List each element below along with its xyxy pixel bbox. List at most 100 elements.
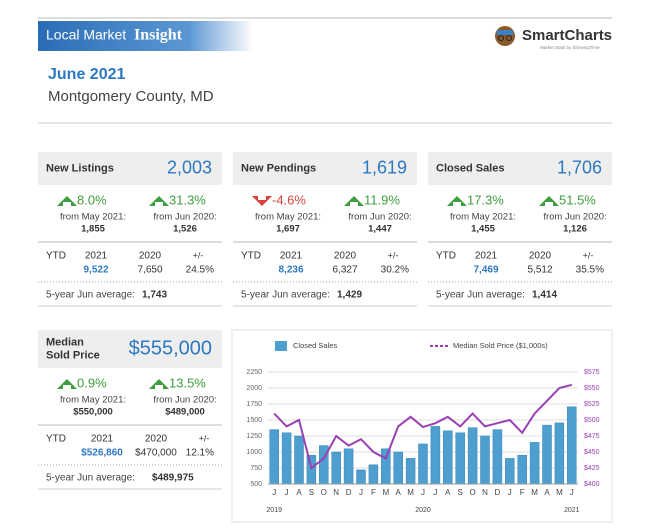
avg-value: 1,743 xyxy=(142,290,167,301)
logo-icon xyxy=(495,26,515,46)
y2-tick-label: $500 xyxy=(584,417,600,424)
change-arrow xyxy=(149,379,169,389)
x-tick-label: A xyxy=(396,488,402,497)
card-value: 1,619 xyxy=(362,157,407,177)
year-label: 2021 xyxy=(564,507,580,514)
bar xyxy=(393,451,403,485)
card-value: 2,003 xyxy=(167,157,212,177)
change-arrow xyxy=(57,379,77,389)
y-tick-label: 2250 xyxy=(246,369,262,376)
y2-tick-label: $550 xyxy=(584,385,600,392)
bar xyxy=(517,454,527,485)
bar xyxy=(356,469,366,485)
header-title: Local Market xyxy=(46,27,126,43)
change-arrow xyxy=(252,196,272,206)
y-tick-label: 1250 xyxy=(246,433,262,440)
legend-label: Median Sold Price ($1,000s) xyxy=(453,341,548,350)
ytd-year: 2020 xyxy=(529,251,552,262)
change-prior: $489,000 xyxy=(165,407,205,418)
x-tick-label: J xyxy=(508,488,512,497)
change-arrow xyxy=(447,196,467,206)
change-pct: 31.3% xyxy=(169,192,206,207)
change-from: from Jun 2020: xyxy=(348,212,411,223)
change-from: from May 2021: xyxy=(255,212,321,223)
ytd-year: 2020 xyxy=(139,251,162,262)
ytd-pct: 35.5% xyxy=(576,265,604,276)
ytd-diff-label: +/- xyxy=(199,433,210,443)
ytd-year: 2021 xyxy=(91,434,114,445)
x-tick-label: M xyxy=(556,488,563,497)
card-value: 1,706 xyxy=(557,157,602,177)
bar xyxy=(281,432,292,485)
ytd-year: 2021 xyxy=(475,251,498,262)
y-tick-label: 1000 xyxy=(246,449,262,456)
bar xyxy=(381,448,391,485)
ytd-diff-label: +/- xyxy=(583,250,594,260)
bar xyxy=(269,429,279,485)
ytd-pct: 24.5% xyxy=(186,265,214,276)
ytd-value: 8,236 xyxy=(278,265,303,276)
bar xyxy=(480,435,490,485)
y2-tick-label: $400 xyxy=(584,481,600,488)
bar xyxy=(343,448,354,485)
change-pct: 11.9% xyxy=(364,192,400,207)
avg-value: $489,975 xyxy=(152,473,194,484)
bar xyxy=(405,458,416,485)
y2-tick-label: $425 xyxy=(584,465,600,472)
change-arrow xyxy=(344,196,364,206)
ytd-pct: 30.2% xyxy=(381,265,409,276)
change-pct: 51.5% xyxy=(559,192,596,207)
avg-label: 5-year Jun average: xyxy=(436,290,525,301)
bar xyxy=(294,435,304,485)
x-tick-label: M xyxy=(382,488,389,497)
y2-tick-label: $475 xyxy=(584,433,600,440)
card-header xyxy=(428,152,612,185)
ytd-year: 2020 xyxy=(334,251,357,262)
change-from: from May 2021: xyxy=(60,212,126,223)
ytd-year: 2021 xyxy=(280,251,303,262)
x-tick-label: A xyxy=(296,488,302,497)
y-tick-label: 500 xyxy=(250,481,262,488)
report-area: Montgomery County, MD xyxy=(48,88,214,105)
chart-frame xyxy=(231,329,613,523)
change-arrow xyxy=(57,196,77,206)
bar xyxy=(529,442,540,485)
price-line xyxy=(273,383,573,470)
change-from: from May 2021: xyxy=(450,212,516,223)
avg-label: 5-year Jun average: xyxy=(241,290,330,301)
ytd-value: $470,000 xyxy=(135,448,177,459)
change-pct: 8.0% xyxy=(77,192,107,207)
ytd-value: 5,512 xyxy=(527,265,552,276)
change-prior: 1,455 xyxy=(471,224,495,235)
change-prior: 1,447 xyxy=(368,224,392,235)
bar xyxy=(492,429,503,485)
x-tick-label: J xyxy=(421,488,425,497)
change-prior: $550,000 xyxy=(73,407,113,418)
card-header xyxy=(233,152,417,185)
card-header xyxy=(38,330,222,368)
change-pct: 0.9% xyxy=(77,375,107,390)
ytd-year: 2020 xyxy=(145,434,168,445)
y-tick-label: 1500 xyxy=(246,417,262,424)
bar xyxy=(418,443,428,485)
x-tick-label: D xyxy=(346,488,352,497)
x-tick-label: A xyxy=(445,488,451,497)
bar xyxy=(467,427,478,485)
bar xyxy=(554,422,565,485)
x-tick-label: O xyxy=(321,488,327,497)
ytd-value: 9,522 xyxy=(83,265,108,276)
card-label: New Pendings xyxy=(241,162,316,174)
y-tick-label: 2000 xyxy=(246,385,262,392)
bar xyxy=(542,424,552,485)
avg-label: 5-year Jun average: xyxy=(46,473,135,484)
ytd-pct: 12.1% xyxy=(186,448,214,459)
y2-tick-label: $525 xyxy=(584,401,600,408)
y-tick-label: 750 xyxy=(250,465,262,472)
year-label: 2020 xyxy=(415,507,431,514)
ytd-label: YTD xyxy=(241,251,261,262)
y2-tick-label: $575 xyxy=(584,369,600,376)
ytd-value: 7,469 xyxy=(473,265,498,276)
x-tick-label: J xyxy=(570,488,574,497)
change-from: from Jun 2020: xyxy=(543,212,606,223)
